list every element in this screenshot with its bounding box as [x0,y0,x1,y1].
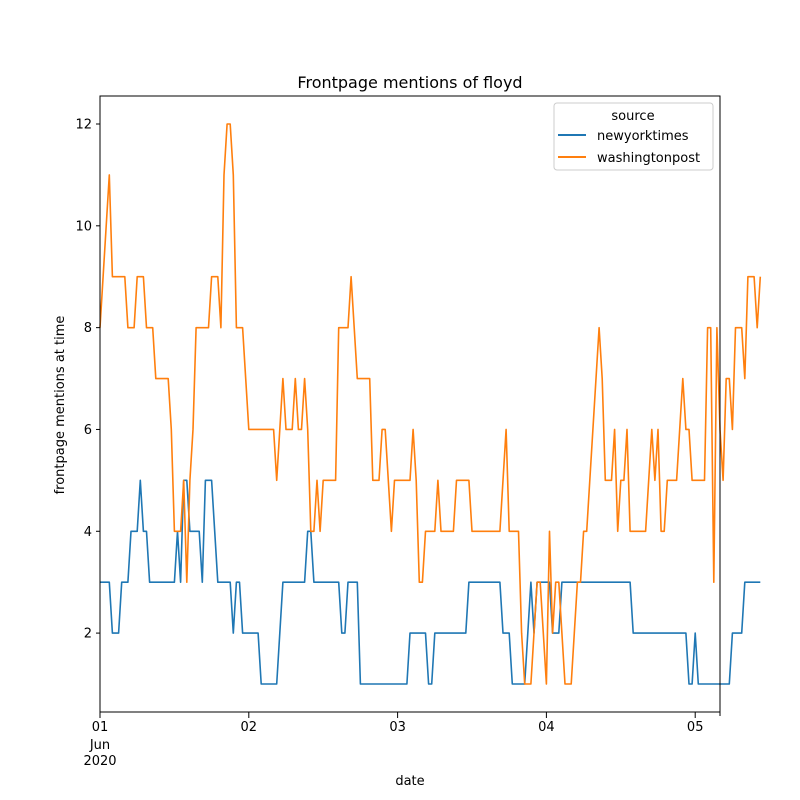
series-line-washingtonpost [99,123,762,685]
legend-box [553,102,714,171]
x-tick-label: 04 [538,720,555,735]
y-tick-label: 12 [75,118,92,133]
y-tick-label: 4 [84,525,92,540]
plot-frame [99,95,721,713]
y-axis-label: frontpage mentions at time [53,316,68,495]
y-axis-ticks: 2 4 6 8 10 12 [75,118,100,642]
x-axis-label: date [395,774,424,789]
x-tick-label: 01 [92,720,109,735]
legend-label-newyorktimes: newyorktimes [597,129,689,144]
x-tick-label: 05 [687,720,704,735]
y-tick-label: 8 [84,321,92,336]
x-tick-month-label: Jun [89,738,110,753]
x-tick-label: 03 [389,720,406,735]
series-layer [99,123,762,685]
chart-title: Frontpage mentions of floyd [297,73,522,92]
x-tick-label: 02 [241,720,258,735]
legend-label-washingtonpost: washingtonpost [597,151,700,166]
legend-title: source [611,109,654,124]
series-line-newyorktimes [100,479,761,685]
legend: source newyorktimes washingtonpost [553,102,714,171]
y-tick-label: 2 [84,627,92,642]
y-tick-label: 6 [84,423,92,438]
x-tick-year-label: 2020 [83,754,116,769]
y-tick-label: 10 [75,219,92,234]
